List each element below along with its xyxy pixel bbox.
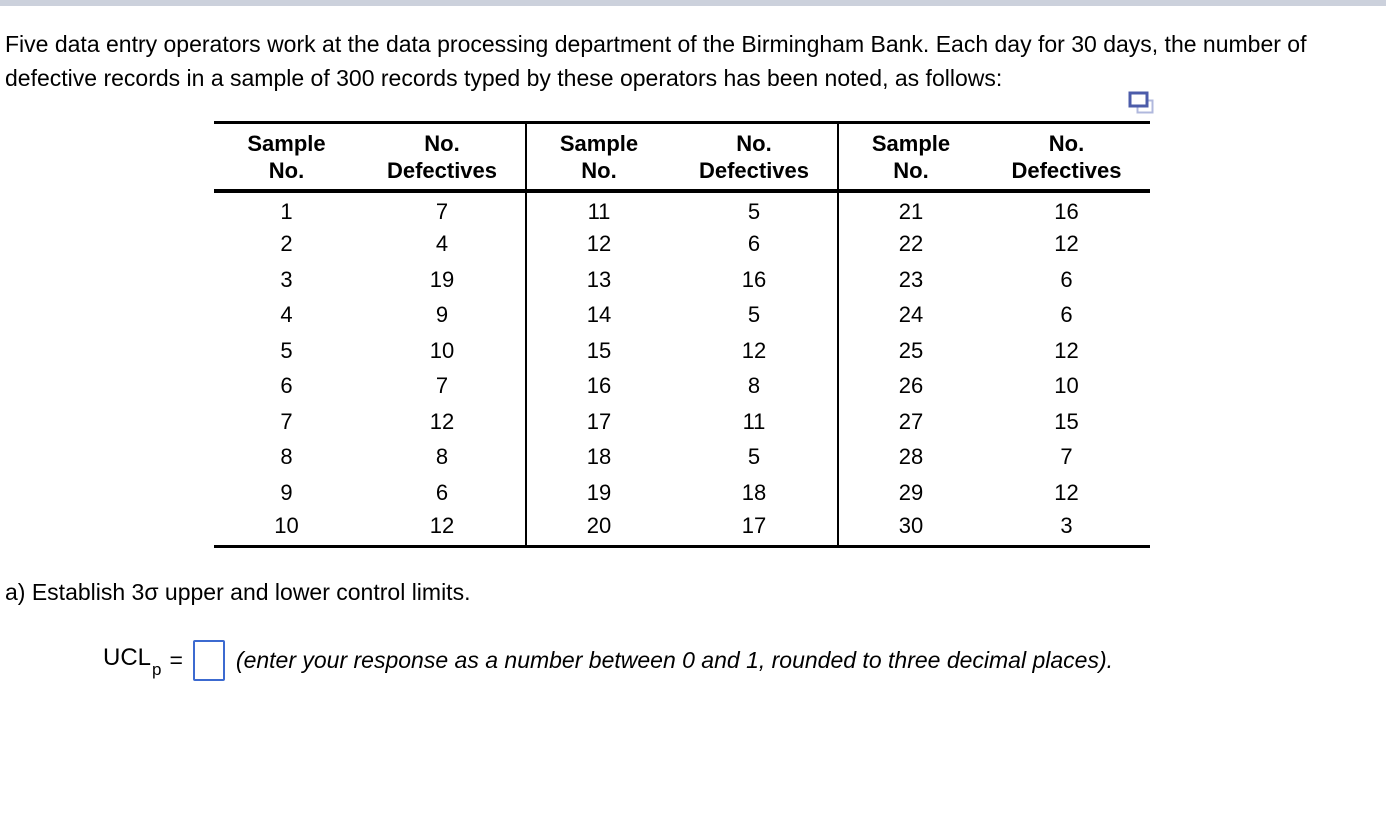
table-row: 10 12 20 17 30 3: [214, 510, 1150, 546]
equals-sign: =: [169, 646, 183, 673]
defectives-table-body: 1 7 11 5 21 16 2 4 12 6 22 12 3 19 13 16 23 6 4 9 14 5 24 6 5 10 1…: [214, 191, 1150, 546]
sample-no-cell: 8: [280, 444, 293, 470]
sample-no-cell: 11: [525, 191, 671, 227]
header-no-defectives-3: No. Defectives: [983, 122, 1150, 193]
defectives-cell: 12: [429, 408, 455, 434]
page-top-divider: [0, 0, 1386, 6]
sample-no-cell: 12: [525, 226, 671, 262]
table-row: 4 9 14 5 24 6: [214, 297, 1150, 333]
defectives-cell: 6: [747, 231, 761, 257]
defectives-cell: 6: [435, 479, 449, 505]
copy-icon-graphic: [1128, 91, 1154, 114]
defectives-cell: 6: [1060, 266, 1073, 292]
defectives-cell: 7: [1060, 444, 1073, 470]
answer-row: UCLp = (enter your response as a number …: [103, 639, 1386, 681]
defectives-cell: 12: [741, 337, 767, 363]
sample-no-cell: 5: [280, 337, 293, 363]
defectives-cell: 7: [435, 373, 449, 399]
table-row: 6 7 16 8 26 10: [214, 368, 1150, 404]
sample-no-cell: 18: [525, 439, 671, 475]
defectives-cell: 10: [429, 337, 455, 363]
sample-no-cell: 22: [837, 226, 983, 262]
uclp-answer-input[interactable]: [192, 639, 225, 681]
defectives-cell: 7: [435, 198, 449, 224]
answer-format-hint: (enter your response as a number between…: [235, 646, 1113, 673]
sample-no-cell: 20: [525, 510, 671, 546]
copy-table-icon[interactable]: [1128, 90, 1155, 118]
sample-no-cell: 3: [280, 266, 293, 292]
defectives-cell: 5: [747, 444, 761, 470]
question-a-text: a) Establish 3σ upper and lower control …: [5, 578, 471, 605]
defectives-cell: 17: [741, 512, 767, 538]
defectives-table: Sample No. No. Defectives Sample No. No.…: [214, 121, 1150, 548]
sample-no-cell: 29: [837, 475, 983, 511]
sample-no-cell: 10: [274, 512, 299, 538]
sample-no-cell: 15: [525, 333, 671, 369]
defectives-cell: 4: [435, 231, 449, 257]
defectives-cell: 3: [1060, 512, 1073, 538]
defectives-cell: 12: [1054, 479, 1079, 505]
header-no-defectives-1: No. Defectives: [359, 122, 526, 193]
defectives-cell: 18: [741, 479, 767, 505]
defectives-cell: 8: [435, 444, 449, 470]
sample-no-cell: 23: [837, 262, 983, 298]
sample-no-cell: 21: [837, 191, 983, 227]
defectives-cell: 10: [1054, 373, 1079, 399]
sample-no-cell: 1: [280, 198, 293, 224]
defectives-cell: 5: [747, 302, 761, 328]
defectives-cell: 6: [1060, 302, 1073, 328]
sample-no-cell: 19: [525, 475, 671, 511]
sample-no-cell: 9: [280, 479, 293, 505]
table-row: 5 10 15 12 25 12: [214, 333, 1150, 369]
defectives-cell: 15: [1054, 408, 1079, 434]
sample-no-cell: 24: [837, 297, 983, 333]
header-sample-no-1: Sample No.: [214, 122, 359, 193]
problem-statement: Five data entry operators work at the da…: [5, 31, 1307, 91]
table-row: 2 4 12 6 22 12: [214, 226, 1150, 262]
sample-no-cell: 14: [525, 297, 671, 333]
table-row: 8 8 18 5 28 7: [214, 439, 1150, 475]
sample-no-cell: 2: [280, 231, 293, 257]
sample-no-cell: 13: [525, 262, 671, 298]
header-no-defectives-2: No. Defectives: [671, 122, 838, 193]
sample-no-cell: 6: [280, 373, 293, 399]
defectives-cell: 19: [429, 266, 455, 292]
table-header: Sample No. No. Defectives Sample No. No.…: [214, 122, 1150, 193]
defectives-cell: 8: [747, 373, 761, 399]
sample-no-cell: 7: [280, 408, 293, 434]
sample-no-cell: 28: [837, 439, 983, 475]
defectives-cell: 11: [742, 408, 766, 434]
sample-no-cell: 27: [837, 404, 983, 440]
sample-no-cell: 16: [525, 368, 671, 404]
sample-no-cell: 4: [280, 302, 293, 328]
sample-no-cell: 30: [837, 510, 983, 546]
sample-no-cell: 25: [837, 333, 983, 369]
defectives-cell: 12: [429, 512, 455, 538]
data-table-container: Sample No. No. Defectives Sample No. No.…: [214, 91, 1154, 548]
table-row: 3 19 13 16 23 6: [214, 262, 1150, 298]
sample-no-cell: 26: [837, 368, 983, 404]
defectives-cell: 16: [1054, 198, 1079, 224]
header-sample-no-2: Sample No.: [525, 122, 671, 193]
defectives-cell: 16: [741, 266, 767, 292]
table-row: 9 6 19 18 29 12: [214, 475, 1150, 511]
defectives-cell: 12: [1054, 231, 1079, 257]
defectives-cell: 5: [747, 198, 761, 224]
ucl-subscript: p: [152, 659, 162, 679]
defectives-cell: 12: [1054, 337, 1079, 363]
sample-no-cell: 17: [525, 404, 671, 440]
table-row: 7 12 17 11 27 15: [214, 404, 1150, 440]
defectives-cell: 9: [435, 302, 449, 328]
header-sample-no-3: Sample No.: [837, 122, 983, 193]
table-row: 1 7 11 5 21 16: [214, 191, 1150, 227]
ucl-label: UCLp: [103, 644, 162, 679]
